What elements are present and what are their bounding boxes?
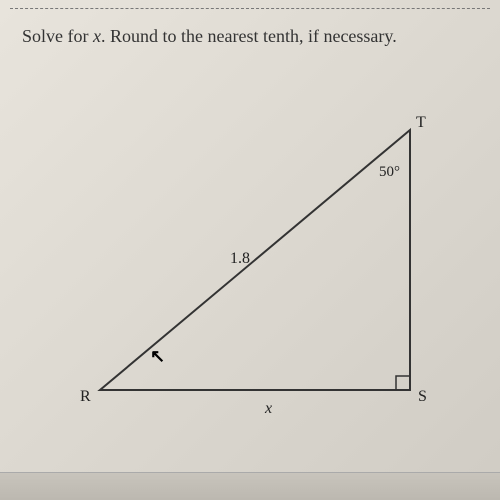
vertex-label-s: S	[418, 388, 427, 406]
question-text: Solve for x. Round to the nearest tenth,…	[22, 26, 397, 47]
vertex-label-t: T	[416, 114, 426, 132]
question-variable: x	[93, 26, 101, 46]
angle-label: 50°	[379, 164, 400, 181]
triangle-polygon	[100, 130, 410, 390]
right-angle-box	[396, 376, 410, 390]
worksheet-paper: Solve for x. Round to the nearest tenth,…	[0, 0, 500, 500]
triangle-svg	[40, 100, 460, 440]
side-label-base: x	[265, 400, 272, 418]
triangle-diagram: R S T 50° 1.8 x ↖	[40, 100, 460, 440]
vertex-label-r: R	[80, 388, 91, 406]
question-part2: . Round to the nearest tenth, if necessa…	[101, 26, 397, 46]
bottom-panel	[0, 472, 500, 500]
question-part1: Solve for	[22, 26, 93, 46]
mouse-cursor-icon: ↖	[150, 346, 165, 367]
divider-line	[10, 8, 490, 9]
side-label-hypotenuse: 1.8	[230, 250, 250, 268]
